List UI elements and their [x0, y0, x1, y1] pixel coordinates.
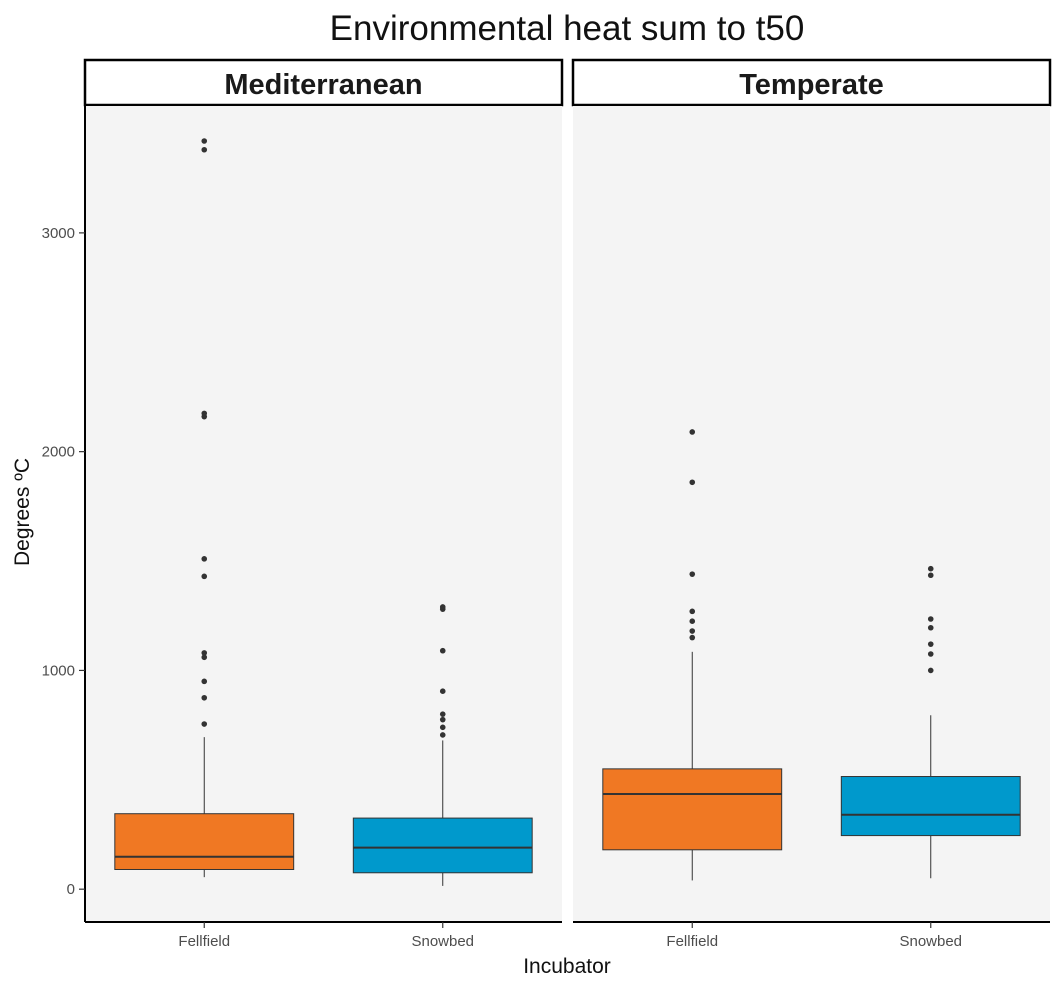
y-tick-label: 2000 [42, 444, 75, 461]
outlier-point [927, 572, 934, 579]
iqr-box [602, 768, 783, 851]
y-tick-label: 3000 [42, 225, 75, 242]
x-axis-title: Incubator [523, 955, 611, 978]
facet-panel-1: Temperate Fellfield Snowbed [571, 58, 1052, 950]
outlier-point [689, 571, 696, 577]
box-fellfield: Fellfield [114, 138, 295, 950]
outlier-point [201, 146, 208, 153]
outlier-point [201, 654, 208, 661]
outlier-point [689, 634, 696, 641]
outlier-point [439, 724, 446, 731]
chart-title: Environmental heat sum to t50 [330, 9, 805, 48]
outlier-point [689, 628, 696, 634]
outlier-point [201, 556, 208, 562]
iqr-box [114, 813, 295, 870]
facet-strip [83, 58, 564, 107]
y-axis-title: Degrees ºC [11, 458, 34, 566]
x-tick-label: Snowbed [899, 933, 962, 950]
facet-panels: Mediterranean 0 1000 2000 3000 Fellfield Snowb… [42, 58, 1052, 950]
outlier-point [439, 716, 446, 723]
outlier-point [927, 616, 934, 622]
outlier-point [439, 647, 446, 654]
outlier-point [689, 479, 696, 486]
outlier-point [201, 678, 208, 685]
outlier-point [439, 604, 446, 610]
box-snowbed: Snowbed [840, 565, 1021, 950]
outlier-point [927, 651, 934, 657]
x-tick-label: Fellfield [666, 933, 718, 950]
iqr-box [352, 817, 533, 874]
outlier-point [439, 688, 446, 695]
outlier-point [927, 624, 934, 631]
facet-strip-label: Mediterranean [224, 69, 422, 101]
outlier-point [201, 410, 208, 417]
x-tick-label: Fellfield [178, 933, 230, 950]
outlier-point [927, 667, 934, 674]
box-fellfield: Fellfield [602, 429, 783, 950]
outlier-point [201, 721, 208, 727]
outlier-point [439, 711, 446, 717]
outlier-point [927, 641, 934, 647]
outlier-point [201, 694, 208, 701]
panel-background [85, 106, 562, 922]
iqr-box [840, 776, 1021, 837]
outlier-point [201, 573, 208, 580]
facet-panel-0: Mediterranean 0 1000 2000 3000 Fellfield Snowb… [42, 58, 564, 950]
outlier-point [201, 138, 208, 144]
facet-strip [571, 58, 1052, 107]
outlier-point [689, 618, 696, 624]
x-tick-label: Snowbed [411, 933, 474, 950]
outlier-point [439, 732, 446, 738]
outlier-point [689, 608, 696, 615]
outlier-point [927, 565, 934, 572]
y-tick-label: 0 [67, 881, 75, 898]
y-tick-label: 1000 [42, 662, 75, 679]
facet-strip-label: Temperate [739, 69, 884, 101]
outlier-point [201, 650, 208, 656]
outlier-point [689, 429, 696, 435]
box-snowbed: Snowbed [352, 604, 533, 950]
